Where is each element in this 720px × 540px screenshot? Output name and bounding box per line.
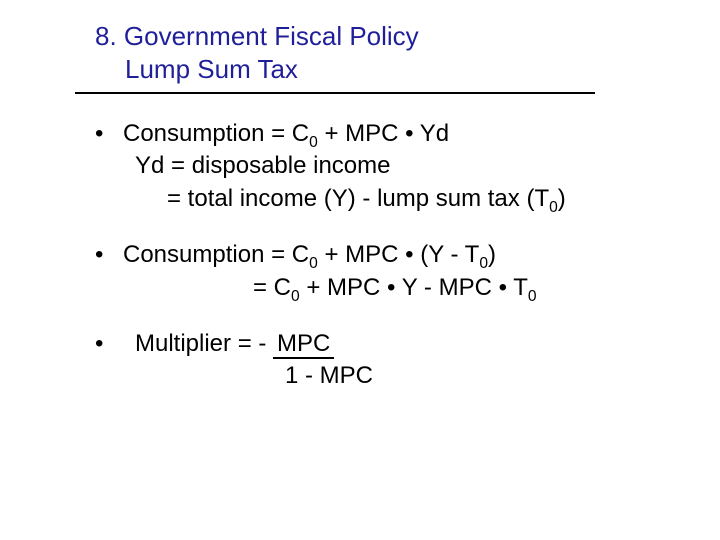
b1-l3-post: ) (558, 185, 566, 212)
bullet-2: • Consumption = C0 + MPC • (Y - T0) (95, 239, 665, 271)
bullet-1-line2: Yd = disposable income (95, 150, 665, 182)
b2-l1-mid: + MPC • (Y - T (318, 241, 480, 268)
bullet-3-text: Multiplier = - MPC (123, 328, 665, 360)
b2-l1-sub1: 0 (309, 255, 318, 272)
b1-l3-sub: 0 (549, 199, 558, 216)
title-line-2: Lump Sum Tax (95, 53, 595, 86)
bullet-3: • Multiplier = - MPC (95, 328, 665, 360)
bullet-dot-icon: • (95, 239, 123, 271)
b2-l1-sub2: 0 (479, 255, 488, 272)
b2-l2-sub2: 0 (528, 287, 537, 304)
bullet-1-text: Consumption = C0 + MPC • Yd (123, 118, 665, 150)
b1-l3-pre: = total income (Y) - lump sum tax (T (167, 185, 549, 212)
b1-l1-pre: Consumption = C (123, 120, 309, 147)
fraction-numerator: MPC (273, 331, 334, 359)
b2-l2-pre: = C (253, 274, 291, 301)
bullet-1-line3: = total income (Y) - lump sum tax (T0) (95, 183, 665, 215)
fraction-denominator: 1 - MPC (95, 360, 665, 392)
b2-l1-post: ) (488, 241, 496, 268)
title-line-1: 8. Government Fiscal Policy (95, 20, 595, 53)
b2-l1-pre: Consumption = C (123, 241, 309, 268)
bullet-dot-icon: • (95, 328, 123, 360)
slide: 8. Government Fiscal Policy Lump Sum Tax… (0, 0, 720, 540)
b2-l2-mid: + MPC • Y - MPC • T (300, 274, 528, 301)
bullet-1: • Consumption = C0 + MPC • Yd (95, 118, 665, 150)
title-underline (75, 92, 595, 94)
bullet-dot-icon: • (95, 118, 123, 150)
b3-l1-pre: Multiplier = - (135, 330, 273, 357)
b1-l1-post: + MPC • Yd (318, 120, 449, 147)
b2-l2-sub1: 0 (291, 287, 300, 304)
slide-title: 8. Government Fiscal Policy Lump Sum Tax (95, 20, 595, 85)
bullet-2-text: Consumption = C0 + MPC • (Y - T0) (123, 239, 665, 271)
b1-l1-sub: 0 (309, 134, 318, 151)
slide-body: • Consumption = C0 + MPC • Yd Yd = dispo… (95, 118, 665, 393)
bullet-2-line2: = C0 + MPC • Y - MPC • T0 (95, 272, 665, 304)
